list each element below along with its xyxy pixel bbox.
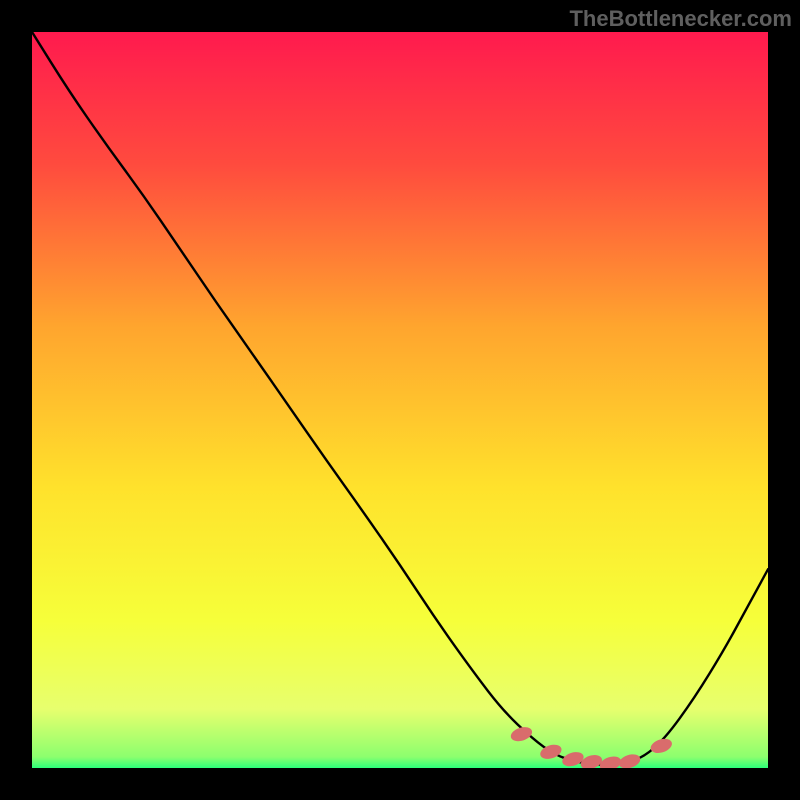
gradient-background [32,32,768,768]
plot-area [32,32,768,768]
watermark-text: TheBottlenecker.com [569,6,792,32]
gradient-and-curve-svg [32,32,768,768]
